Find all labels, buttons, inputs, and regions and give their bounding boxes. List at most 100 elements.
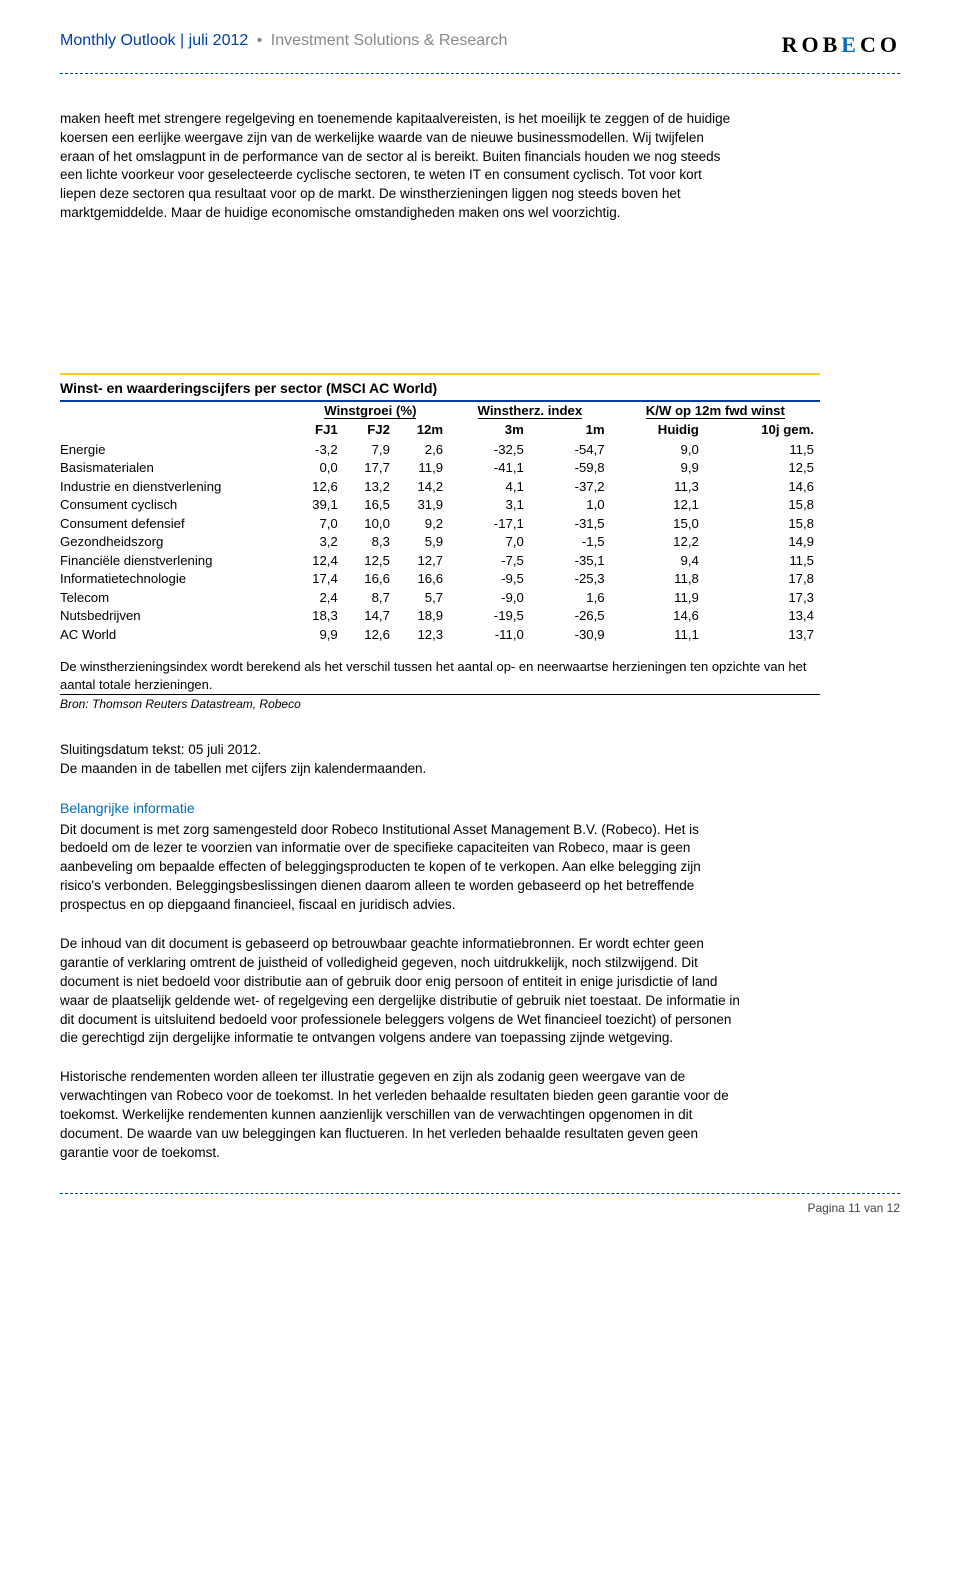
cell: 12,3: [396, 626, 449, 644]
table-block: Winst- en waarderingscijfers per sector …: [60, 373, 900, 713]
header-main: Monthly Outlook | juli 2012: [60, 32, 248, 49]
col-huidig: Huidig: [611, 421, 705, 440]
table-row: Financiële dienstverlening12,412,512,7-7…: [60, 552, 820, 570]
cell: -11,0: [449, 626, 530, 644]
table-row: Energie-3,27,92,6-32,5-54,79,011,5: [60, 441, 820, 459]
cell: 18,9: [396, 607, 449, 625]
page: Monthly Outlook | juli 2012 • Investment…: [0, 0, 960, 1247]
cell: -32,5: [449, 441, 530, 459]
cell: -26,5: [530, 607, 611, 625]
cell: 12,1: [611, 496, 705, 514]
summary-row: AC World9,912,612,3-11,0-30,911,113,7: [60, 626, 820, 644]
cell: 16,5: [344, 496, 396, 514]
cell: 12,6: [344, 626, 396, 644]
robeco-logo: ROBECO: [782, 30, 900, 61]
cell: -1,5: [530, 533, 611, 551]
col-fj1: FJ1: [292, 421, 344, 440]
cell: 11,1: [611, 626, 705, 644]
cell: 4,1: [449, 478, 530, 496]
cell: 3,1: [449, 496, 530, 514]
col-header-row: FJ1 FJ2 12m 3m 1m Huidig 10j gem.: [60, 421, 820, 440]
cell: 9,9: [292, 626, 344, 644]
sector-table: Winstgroei (%) Winstherz. index K/W op 1…: [60, 402, 820, 644]
col-3m: 3m: [449, 421, 530, 440]
disclaimer-p3: Historische rendementen worden alleen te…: [60, 1068, 740, 1162]
col-12m: 12m: [396, 421, 449, 440]
cell: -3,2: [292, 441, 344, 459]
col-1m: 1m: [530, 421, 611, 440]
cell: 1,0: [530, 496, 611, 514]
closing-maanden: De maanden in de tabellen met cijfers zi…: [60, 760, 740, 779]
cell: -41,1: [449, 459, 530, 477]
cell: 15,8: [705, 515, 820, 533]
footer-divider: [60, 1193, 900, 1194]
cell: 7,9: [344, 441, 396, 459]
cell: 14,2: [396, 478, 449, 496]
disclaimer-heading: Belangrijke informatie: [60, 799, 900, 819]
cell: 9,2: [396, 515, 449, 533]
table-row: Industrie en dienstverlening12,613,214,2…: [60, 478, 820, 496]
cell: 5,7: [396, 589, 449, 607]
cell: 0,0: [292, 459, 344, 477]
cell: -17,1: [449, 515, 530, 533]
cell: 12,7: [396, 552, 449, 570]
cell: 11,9: [396, 459, 449, 477]
table-row: Consument defensief7,010,09,2-17,1-31,51…: [60, 515, 820, 533]
col-fj2: FJ2: [344, 421, 396, 440]
cell: 11,3: [611, 478, 705, 496]
cell: 11,5: [705, 441, 820, 459]
cell: 10,0: [344, 515, 396, 533]
cell: -30,9: [530, 626, 611, 644]
row-label: Consument cyclisch: [60, 496, 292, 514]
cell: 17,8: [705, 570, 820, 588]
cell: 9,4: [611, 552, 705, 570]
table-row: Telecom2,48,75,7-9,01,611,917,3: [60, 589, 820, 607]
cell: 12,5: [344, 552, 396, 570]
grp-kw: K/W op 12m fwd winst: [646, 403, 785, 419]
cell: 9,9: [611, 459, 705, 477]
cell: -9,0: [449, 589, 530, 607]
table-title: Winst- en waarderingscijfers per sector …: [60, 373, 820, 402]
cell: 14,6: [705, 478, 820, 496]
cell: 12,2: [611, 533, 705, 551]
page-number: Pagina 11 van 12: [60, 1200, 900, 1217]
cell: 14,6: [611, 607, 705, 625]
header-tail: Investment Solutions & Research: [271, 32, 508, 49]
row-label: Gezondheidszorg: [60, 533, 292, 551]
header-bullet: •: [257, 32, 263, 49]
cell: -59,8: [530, 459, 611, 477]
cell: 2,6: [396, 441, 449, 459]
cell: -37,2: [530, 478, 611, 496]
table-row: Gezondheidszorg3,28,35,97,0-1,512,214,9: [60, 533, 820, 551]
cell: 2,4: [292, 589, 344, 607]
table-note: De winstherzieningsindex wordt berekend …: [60, 658, 820, 694]
cell: -35,1: [530, 552, 611, 570]
table-row: Consument cyclisch39,116,531,93,11,012,1…: [60, 496, 820, 514]
cell: 1,6: [530, 589, 611, 607]
cell: 12,5: [705, 459, 820, 477]
cell: 14,9: [705, 533, 820, 551]
closing-date: Sluitingsdatum tekst: 05 juli 2012.: [60, 741, 740, 760]
header-title: Monthly Outlook | juli 2012 • Investment…: [60, 30, 507, 52]
cell: 12,6: [292, 478, 344, 496]
cell: 15,0: [611, 515, 705, 533]
cell: 8,7: [344, 589, 396, 607]
cell: 11,8: [611, 570, 705, 588]
cell: -7,5: [449, 552, 530, 570]
row-label: Energie: [60, 441, 292, 459]
table-row: Basismaterialen0,017,711,9-41,1-59,89,91…: [60, 459, 820, 477]
disclaimer-p1: Dit document is met zorg samengesteld do…: [60, 821, 740, 915]
row-label: Basismaterialen: [60, 459, 292, 477]
cell: 3,2: [292, 533, 344, 551]
cell: 11,9: [611, 589, 705, 607]
cell: 17,3: [705, 589, 820, 607]
header-divider: [60, 73, 900, 74]
cell: 31,9: [396, 496, 449, 514]
cell: 5,9: [396, 533, 449, 551]
cell: -54,7: [530, 441, 611, 459]
cell: 13,4: [705, 607, 820, 625]
grp-winstgroei: Winstgroei (%): [324, 403, 416, 419]
table-source: Bron: Thomson Reuters Datastream, Robeco: [60, 694, 820, 713]
cell: 13,2: [344, 478, 396, 496]
cell: 7,0: [292, 515, 344, 533]
